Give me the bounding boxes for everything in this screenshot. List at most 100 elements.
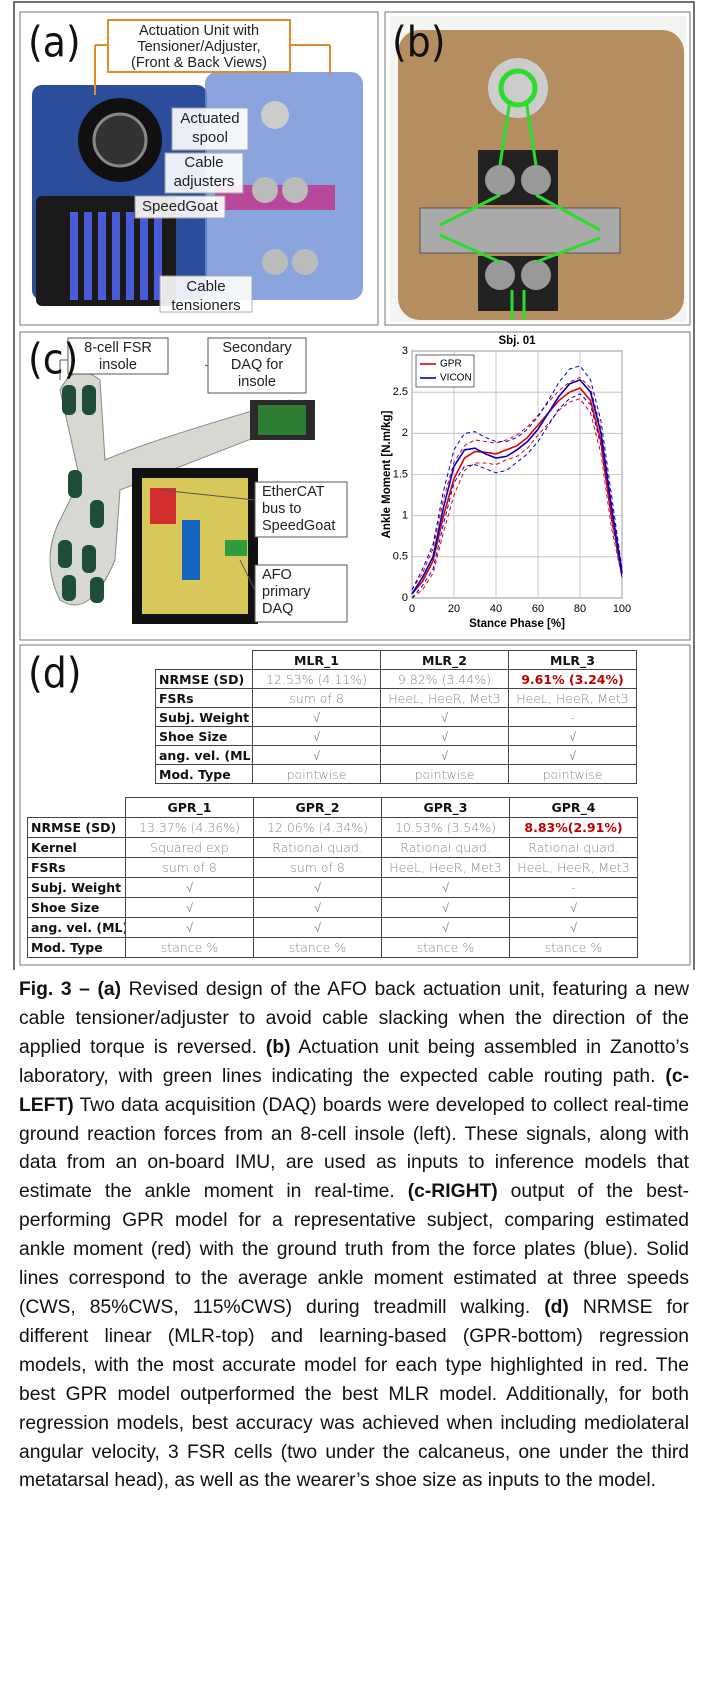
row-label: Subj. Weight bbox=[28, 878, 126, 898]
annotation: Cable bbox=[184, 154, 223, 171]
table-cell: √ bbox=[254, 918, 382, 938]
column-header: MLR_1 bbox=[253, 651, 381, 670]
table-cell: sum of 8 bbox=[253, 689, 381, 708]
corner-cell bbox=[28, 798, 126, 818]
annotation: insole bbox=[238, 374, 276, 390]
annotation: 8-cell FSR bbox=[84, 340, 152, 356]
column-header: MLR_2 bbox=[381, 651, 509, 670]
corner-cell bbox=[156, 651, 253, 670]
x-tick-label: 60 bbox=[532, 603, 544, 615]
y-tick-label: 3 bbox=[402, 345, 408, 357]
table-cell: stance % bbox=[254, 938, 382, 958]
table-cell: sum of 8 bbox=[254, 858, 382, 878]
table-cell: √ bbox=[254, 898, 382, 918]
header-row: MLR_1MLR_2MLR_3 bbox=[156, 651, 637, 670]
table-cell: √ bbox=[510, 898, 638, 918]
x-tick-label: 20 bbox=[448, 603, 460, 615]
annotation: insole bbox=[99, 357, 137, 373]
annotation: spool bbox=[192, 129, 228, 146]
table-cell: HeeL, HeeR, Met3 bbox=[509, 689, 637, 708]
table-row: Shoe Size√√√√ bbox=[28, 898, 638, 918]
table-cell: 12.06% (4.34%) bbox=[254, 818, 382, 838]
annotation: Secondary bbox=[222, 340, 292, 356]
table-cell: √ bbox=[126, 898, 254, 918]
y-tick-label: 1 bbox=[402, 510, 408, 522]
annotation: Cable bbox=[186, 278, 225, 295]
table-cell: √ bbox=[382, 878, 510, 898]
caption: Fig. 3 – (a) Revised design of the AFO b… bbox=[19, 976, 689, 1496]
y-tick-label: 0.5 bbox=[393, 551, 408, 563]
table-cell: 9.61% (3.24%) bbox=[509, 670, 637, 689]
table-row: NRMSE (SD)13.37% (4.36%)12.06% (4.34%)10… bbox=[28, 818, 638, 838]
x-tick-label: 40 bbox=[490, 603, 502, 615]
annotation: adjusters bbox=[174, 173, 235, 190]
row-label: Mod. Type bbox=[156, 765, 253, 784]
table-row: Subj. Weight√√√- bbox=[28, 878, 638, 898]
table-row: NRMSE (SD)12.53% (4.11%)9.82% (3.44%)9.6… bbox=[156, 670, 637, 689]
table-cell: HeeL, HeeR, Met3 bbox=[381, 689, 509, 708]
panel-label: (c) bbox=[28, 335, 78, 384]
table-cell: - bbox=[510, 878, 638, 898]
table-cell: √ bbox=[382, 918, 510, 938]
caption-segment: (b) bbox=[266, 1037, 291, 1058]
table-cell: HeeL, HeeR, Met3 bbox=[382, 858, 510, 878]
caption-segment: Fig. 3 – (a) bbox=[19, 979, 121, 1000]
table-cell: √ bbox=[253, 746, 381, 765]
table-row: Subj. Weight√√- bbox=[156, 708, 637, 727]
y-tick-label: 1.5 bbox=[393, 468, 408, 480]
column-header: MLR_3 bbox=[509, 651, 637, 670]
table-cell: √ bbox=[126, 878, 254, 898]
caption-segment: NRMSE for different linear (MLR-top) and… bbox=[19, 1297, 689, 1491]
annotation: Tensioner/Adjuster, bbox=[137, 39, 260, 55]
table-cell: 13.37% (4.36%) bbox=[126, 818, 254, 838]
legend-label: VICON bbox=[440, 373, 472, 384]
row-label: Shoe Size bbox=[156, 727, 253, 746]
table-cell: √ bbox=[253, 727, 381, 746]
table-row: Shoe Size√√√ bbox=[156, 727, 637, 746]
row-label: Shoe Size bbox=[28, 898, 126, 918]
annotation: primary bbox=[262, 584, 311, 600]
table-cell: stance % bbox=[126, 938, 254, 958]
y-tick-label: 2.5 bbox=[393, 386, 408, 398]
annotation: Actuated bbox=[180, 110, 239, 127]
x-tick-label: 100 bbox=[613, 603, 631, 615]
annotation: Actuation Unit with bbox=[139, 23, 259, 39]
column-header: GPR_3 bbox=[382, 798, 510, 818]
annotation: DAQ for bbox=[231, 357, 284, 373]
row-label: Subj. Weight bbox=[156, 708, 253, 727]
row-label: FSRs bbox=[28, 858, 126, 878]
table-row: ang. vel. (ML)√√√ bbox=[156, 746, 637, 765]
panel-label: (d) bbox=[28, 649, 81, 698]
annotation: SpeedGoat bbox=[142, 198, 219, 215]
panel-label: (b) bbox=[392, 18, 445, 67]
table-row: ang. vel. (ML)√√√√ bbox=[28, 918, 638, 938]
x-axis-label: Stance Phase [%] bbox=[469, 618, 565, 630]
annotation: tensioners bbox=[171, 297, 240, 314]
table-cell: sum of 8 bbox=[126, 858, 254, 878]
annotation: SpeedGoat bbox=[262, 518, 335, 534]
row-label: Mod. Type bbox=[28, 938, 126, 958]
table-cell: √ bbox=[509, 746, 637, 765]
annotation: EtherCAT bbox=[262, 484, 325, 500]
table-cell: stance % bbox=[510, 938, 638, 958]
y-axis-label: Ankle Moment [N.m/kg] bbox=[381, 410, 393, 538]
figure-page: (a) (b) (c) (d) Actuation Unit withTensioner… bbox=[0, 0, 707, 1689]
panel-label: (a) bbox=[28, 18, 81, 67]
table-cell: √ bbox=[509, 727, 637, 746]
table-cell: √ bbox=[253, 708, 381, 727]
legend-label: GPR bbox=[440, 359, 462, 370]
row-label: ang. vel. (ML) bbox=[156, 746, 253, 765]
table-cell: pointwise bbox=[509, 765, 637, 784]
column-header: GPR_1 bbox=[126, 798, 254, 818]
table-cell: 10.53% (3.54%) bbox=[382, 818, 510, 838]
x-tick-label: 80 bbox=[574, 603, 586, 615]
table-cell: √ bbox=[381, 708, 509, 727]
column-header: GPR_2 bbox=[254, 798, 382, 818]
table-cell: √ bbox=[254, 878, 382, 898]
table-cell: pointwise bbox=[381, 765, 509, 784]
table-row: FSRssum of 8HeeL, HeeR, Met3HeeL, HeeR, … bbox=[156, 689, 637, 708]
table-cell: Rational quad. bbox=[382, 838, 510, 858]
